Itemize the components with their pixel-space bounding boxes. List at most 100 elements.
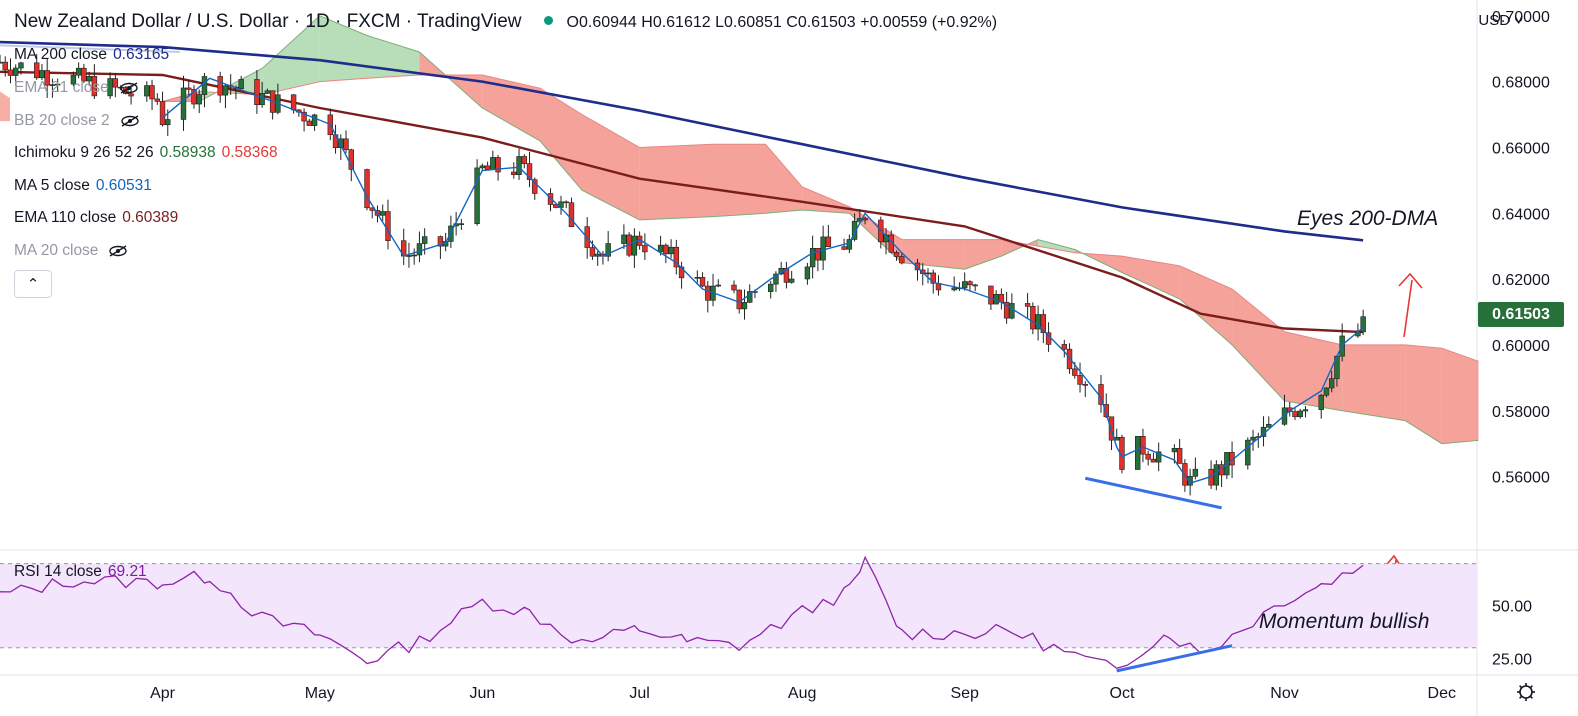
- legend-ma20-label: MA 20 close: [14, 242, 99, 259]
- legend-ma5-value: 0.60531: [95, 177, 152, 194]
- candle-body: [1360, 316, 1366, 333]
- gear-icon[interactable]: [1517, 683, 1535, 701]
- hidden-eye-icon[interactable]: [120, 115, 140, 127]
- price-divergence-line: [1084, 476, 1222, 510]
- candle-body: [7, 69, 14, 76]
- candle-body: [521, 156, 527, 164]
- candle-body: [238, 79, 244, 90]
- candle-body: [484, 165, 491, 170]
- candle-body: [1266, 423, 1272, 428]
- candle-body: [301, 111, 307, 122]
- candle-body: [86, 76, 92, 82]
- rsi-line: [0, 555, 1364, 670]
- price-tick-label: 0.68000: [1492, 75, 1550, 92]
- candle-body: [972, 284, 978, 287]
- currency-selector[interactable]: USD ˅: [1478, 12, 1523, 29]
- rsi-band: [0, 563, 1477, 648]
- candle-body: [1082, 384, 1088, 386]
- candle-body: [290, 94, 297, 111]
- candle-body: [380, 211, 386, 216]
- candle-body: [516, 156, 522, 176]
- candle-body: [862, 218, 868, 221]
- candle-body: [91, 76, 98, 97]
- candle-body: [437, 236, 444, 247]
- legend-ma200[interactable]: MA 200 close 0.63165: [14, 46, 169, 64]
- price-tick-label: 0.70000: [1492, 9, 1550, 26]
- chart-header: New Zealand Dollar / U.S. Dollar · 1D · …: [14, 11, 997, 33]
- candle-body: [1024, 303, 1031, 307]
- candle-body: [951, 287, 957, 291]
- ohlc-readout: O0.60944 H0.61612 L0.60851 C0.61503 +0.0…: [566, 14, 998, 31]
- candle-body: [1302, 409, 1309, 412]
- legend-ema110[interactable]: EMA 110 close 0.60389: [14, 209, 178, 227]
- legend-bb20[interactable]: BB 20 close 2: [14, 112, 140, 130]
- candle-body: [657, 244, 664, 253]
- candle-body: [1213, 464, 1220, 486]
- candle-body: [1003, 301, 1010, 319]
- candle-body: [186, 87, 192, 90]
- candle-body: [0, 61, 3, 64]
- hidden-eye-icon[interactable]: [119, 82, 139, 94]
- last-price-label: 0.61503: [1478, 302, 1564, 327]
- cloud-segment: [482, 75, 541, 141]
- cloud-segment: [713, 144, 766, 217]
- candle-body: [112, 78, 119, 88]
- legend-ichimoku-label: Ichimoku 9 26 52 26: [14, 144, 154, 161]
- candle-body: [217, 76, 223, 96]
- candle-body: [930, 272, 936, 284]
- candle-body: [967, 281, 973, 286]
- candle-body: [364, 169, 370, 209]
- candle-body: [605, 243, 611, 257]
- legend-rsi[interactable]: RSI 14 close 69.21: [14, 563, 147, 581]
- legend-ma20[interactable]: MA 20 close: [14, 242, 128, 260]
- market-status-icon: [543, 16, 553, 25]
- candle-body: [1135, 436, 1141, 470]
- candle-body: [663, 244, 669, 255]
- candle-body: [180, 87, 187, 120]
- legend-ichimoku[interactable]: Ichimoku 9 26 52 26 0.58938 0.58368: [14, 144, 278, 162]
- time-tick-label: Sep: [950, 685, 979, 702]
- candle-body: [70, 74, 77, 85]
- candle-body: [453, 223, 459, 227]
- candle-body: [306, 120, 313, 126]
- legend-ema110-value: 0.60389: [122, 209, 179, 226]
- hidden-eye-icon[interactable]: [108, 245, 128, 257]
- candle-body: [961, 281, 968, 289]
- candle-body: [144, 85, 150, 97]
- candle-body: [385, 211, 391, 241]
- candle-body: [1318, 394, 1324, 410]
- candle-body: [767, 283, 774, 292]
- ema110-line: [0, 70, 1364, 334]
- candle-body: [13, 67, 19, 76]
- cloud-segment: [1038, 239, 1075, 253]
- chevron-up-icon: ⌃: [26, 276, 40, 293]
- candle-body: [1061, 344, 1068, 350]
- cloud-segment: [1179, 265, 1233, 345]
- candle-body: [343, 138, 349, 151]
- rsi-divergence-line: [1116, 644, 1233, 673]
- candle-body: [201, 76, 208, 95]
- candle-body: [49, 84, 56, 86]
- cloud-segment: [901, 239, 965, 270]
- candle-body: [809, 247, 816, 268]
- candle-body: [547, 193, 554, 205]
- price-tick-label: 0.66000: [1492, 140, 1550, 157]
- collapse-legend-button[interactable]: ⌃: [14, 270, 52, 298]
- ma5-line: [162, 77, 1364, 485]
- candle-body: [1150, 458, 1157, 463]
- candle-body: [222, 85, 229, 96]
- legend-ma5[interactable]: MA 5 close 0.60531: [14, 177, 152, 195]
- candle-body: [458, 223, 465, 225]
- candle-body: [81, 67, 87, 82]
- cloud-segment: [1121, 256, 1180, 299]
- cloud-segment: [581, 114, 640, 220]
- candle-body: [925, 272, 931, 275]
- candle-body: [33, 62, 40, 79]
- candle-body: [39, 70, 45, 79]
- legend-ema21[interactable]: EMA 21 close: [14, 79, 139, 97]
- candle-body: [893, 252, 900, 257]
- candle-body: [825, 236, 832, 247]
- candle-body: [1176, 448, 1183, 464]
- candle-body: [1171, 448, 1178, 453]
